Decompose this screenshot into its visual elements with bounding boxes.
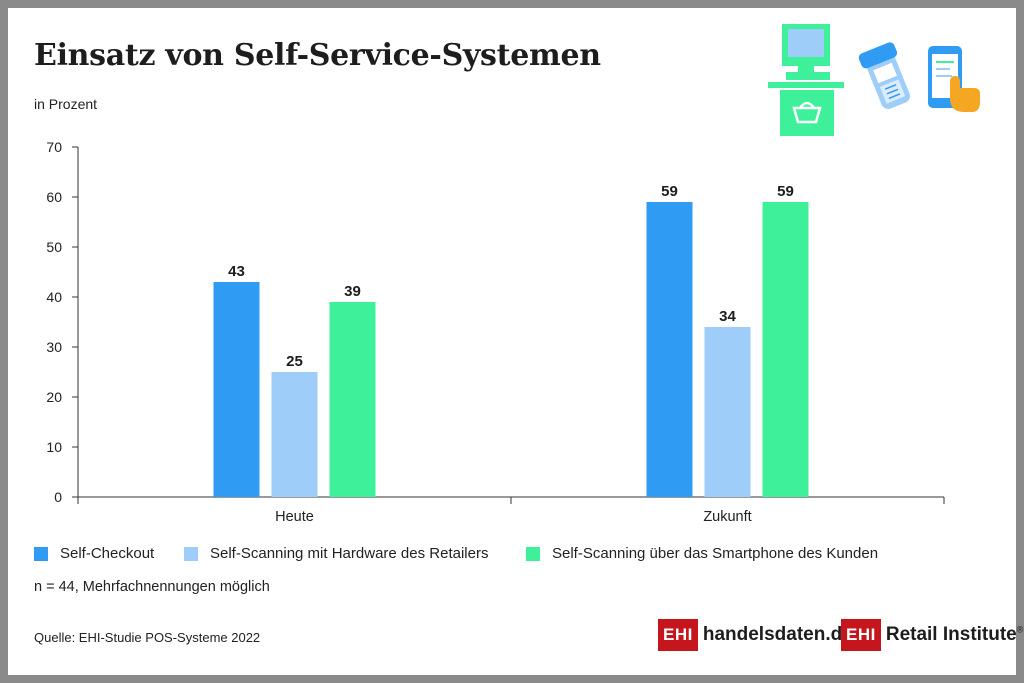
ehi-logo-box: EHI xyxy=(841,619,881,651)
bar xyxy=(762,202,809,497)
registered-mark: ® xyxy=(1016,624,1024,635)
bar xyxy=(704,327,751,497)
legend-item-smartphone: Self-Scanning über das Smartphone des Ku… xyxy=(526,545,878,562)
legend-label-hardware: Self-Scanning mit Hardware des Retailers xyxy=(210,545,489,562)
y-tick-label: 30 xyxy=(46,339,62,355)
y-tick-label: 60 xyxy=(46,189,62,205)
bar xyxy=(646,202,693,497)
bar xyxy=(329,302,376,497)
legend-item-self-checkout: Self-Checkout xyxy=(34,545,154,562)
x-tick-label: Zukunft xyxy=(703,509,751,525)
ehi-logo-box: EHI xyxy=(658,619,698,651)
x-tick-label: Heute xyxy=(275,509,314,525)
unit-label: in Prozent xyxy=(34,96,98,112)
bar xyxy=(271,372,318,497)
legend-swatch-hardware xyxy=(184,546,198,561)
retail-institute-logo-text: Retail Institute® xyxy=(886,624,1024,646)
legend-swatch-self-checkout xyxy=(34,546,48,561)
y-tick-label: 20 xyxy=(46,389,62,405)
source-note: Quelle: EHI-Studie POS-Systeme 2022 xyxy=(34,630,261,645)
data-label: 43 xyxy=(228,263,245,280)
data-label: 25 xyxy=(286,353,303,370)
data-label: 59 xyxy=(777,183,794,200)
data-label: 39 xyxy=(344,283,361,300)
bar xyxy=(213,282,260,497)
chart-title: Einsatz von Self-Service-Systemen xyxy=(34,38,601,73)
logo-ehi-retail-institute[interactable]: EHI Retail Institute® xyxy=(841,619,1023,651)
y-tick-label: 0 xyxy=(54,489,62,505)
y-tick-label: 10 xyxy=(46,439,62,455)
retail-institute-name: Retail Institute xyxy=(885,624,1017,645)
logo-handelsdaten[interactable]: EHI handelsdaten.de xyxy=(658,619,853,651)
legend-label-self-checkout: Self-Checkout xyxy=(60,545,155,562)
sample-note: n = 44, Mehrfachnennungen möglich xyxy=(34,579,270,595)
header-illustrations xyxy=(768,24,980,136)
y-tick-label: 50 xyxy=(46,239,62,255)
legend-swatch-smartphone xyxy=(526,546,540,561)
handheld-scanner-icon xyxy=(858,42,910,109)
smartphone-touch-icon xyxy=(928,46,980,112)
data-label: 59 xyxy=(661,183,678,200)
y-tick-label: 70 xyxy=(46,139,62,155)
chart-card xyxy=(8,8,1016,675)
data-label: 34 xyxy=(719,308,736,325)
legend-label-smartphone: Self-Scanning über das Smartphone des Ku… xyxy=(552,545,879,562)
self-checkout-terminal-icon xyxy=(768,24,844,136)
handelsdaten-logo-text: handelsdaten.de xyxy=(702,624,853,645)
y-tick-label: 40 xyxy=(46,289,62,305)
legend-item-hardware: Self-Scanning mit Hardware des Retailers xyxy=(184,545,488,562)
